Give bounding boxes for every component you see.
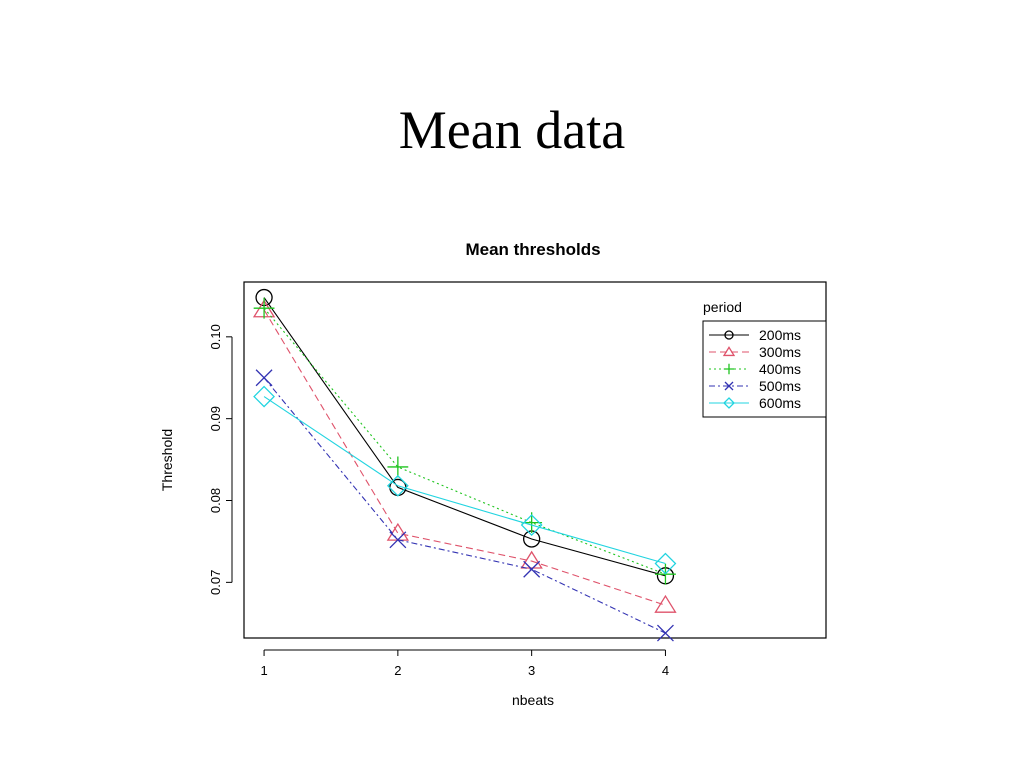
legend-label: 600ms [759, 395, 801, 411]
y-tick-label: 0.10 [208, 324, 223, 349]
data-point [656, 624, 674, 642]
data-point [386, 474, 409, 497]
legend-entry: 300ms [709, 344, 801, 360]
data-point [253, 385, 275, 408]
legend-title: period [703, 299, 742, 315]
chart-title: Mean thresholds [465, 240, 600, 259]
series-600ms [253, 385, 677, 575]
legend-label: 500ms [759, 378, 801, 394]
x-tick-label: 2 [394, 663, 401, 678]
series-line [263, 309, 666, 606]
x-tick-label: 3 [528, 663, 535, 678]
y-axis-label: Threshold [159, 429, 175, 491]
data-point [654, 552, 677, 575]
y-tick-label: 0.07 [208, 570, 223, 595]
legend-marker [724, 330, 734, 340]
plot-frame [243, 281, 827, 639]
legend-entry: 600ms [709, 395, 801, 411]
series-line [263, 307, 666, 575]
legend-label: 300ms [759, 344, 801, 360]
series-300ms [252, 299, 677, 613]
data-point [389, 531, 407, 549]
legend-marker [723, 397, 735, 409]
x-tick-label: 1 [260, 663, 267, 678]
legend-label: 200ms [759, 327, 801, 343]
x-tick-label: 4 [662, 663, 669, 678]
series-400ms [253, 297, 676, 585]
legend-label: 400ms [759, 361, 801, 377]
series-500ms [255, 369, 674, 642]
series-200ms [255, 288, 675, 585]
data-point [520, 550, 543, 569]
data-point [387, 456, 409, 478]
slide-title: Mean data [398, 100, 626, 160]
legend-entry: 400ms [709, 361, 801, 377]
x-axis: 1 2 3 4 [260, 649, 669, 678]
legend-box [702, 320, 827, 418]
series-line [263, 396, 666, 565]
series-line [263, 377, 666, 634]
series-line [263, 297, 666, 577]
legend-marker [724, 381, 734, 391]
y-tick-label: 0.09 [208, 406, 223, 431]
y-tick-label: 0.08 [208, 488, 223, 513]
legend-entry: 200ms [709, 327, 801, 343]
data-point [253, 297, 275, 319]
data-point [255, 369, 273, 387]
legend-entry: 500ms [709, 378, 801, 394]
y-axis: 0.07 0.08 0.09 0.10 [208, 324, 233, 595]
series-layer [252, 288, 677, 642]
data-point [523, 560, 541, 578]
legend-marker [722, 346, 736, 357]
x-axis-label: nbeats [512, 692, 554, 708]
data-point [654, 594, 677, 613]
data-point [520, 514, 543, 536]
legend-marker [723, 363, 735, 375]
